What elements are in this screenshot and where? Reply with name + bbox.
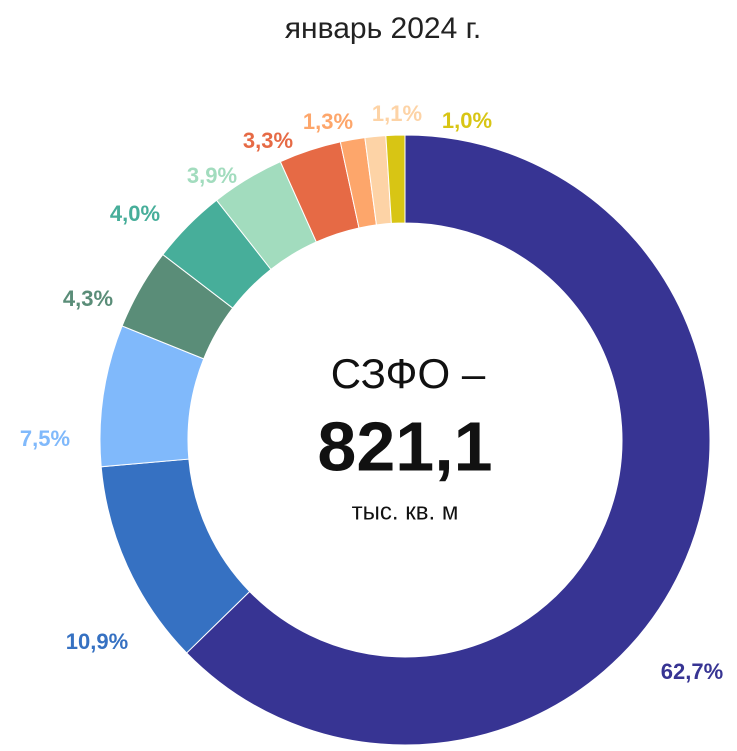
data-label: 62,7% — [661, 659, 723, 684]
data-label: 7,5% — [20, 426, 70, 451]
center-value: 821,1 — [317, 407, 492, 485]
data-label: 1,3% — [303, 109, 353, 134]
data-label: 1,0% — [442, 108, 492, 133]
donut-segment — [385, 134, 406, 224]
center-title: СЗФО – — [331, 350, 486, 397]
data-label: 3,3% — [243, 128, 293, 153]
center-unit: тыс. кв. м — [352, 498, 459, 525]
chart-title: январь 2024 г. — [285, 12, 481, 45]
data-label: 4,0% — [110, 201, 160, 226]
data-label: 10,9% — [66, 629, 128, 654]
data-label: 1,1% — [372, 101, 422, 126]
donut-segment — [185, 134, 711, 746]
data-label: 3,9% — [187, 163, 237, 188]
data-label: 4,3% — [63, 286, 113, 311]
